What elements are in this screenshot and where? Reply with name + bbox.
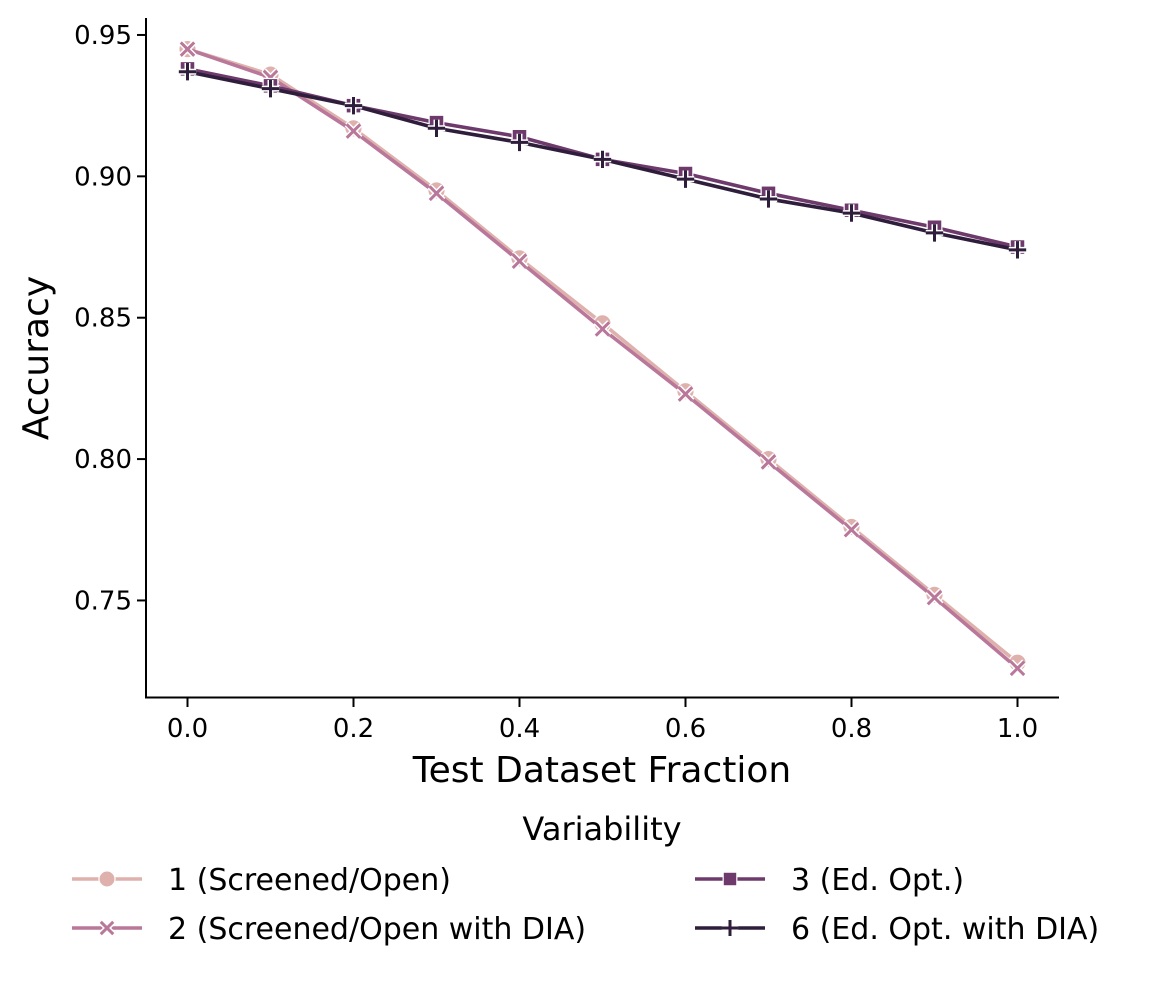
x-tick-label: 0.6 <box>665 714 706 744</box>
data-point <box>510 252 529 271</box>
data-point <box>178 63 197 81</box>
legend-marker <box>722 871 738 887</box>
data-point <box>925 224 944 242</box>
data-point <box>1008 241 1027 259</box>
marker-stroke <box>677 386 694 402</box>
legend-label: 6 (Ed. Opt. with DIA) <box>791 912 1099 947</box>
marker-stroke <box>427 119 446 137</box>
marker-stroke <box>345 123 362 139</box>
y-axis-label: Accuracy <box>16 276 57 440</box>
marker-stroke <box>926 589 943 606</box>
data-point <box>842 204 861 222</box>
data-point <box>593 150 612 169</box>
legend-marker <box>98 870 116 888</box>
legend-item-4: 6 (Ed. Opt. with DIA) <box>695 912 1099 947</box>
legend-item-2: 2 (Screened/Open with DIA) <box>72 912 586 947</box>
data-point <box>676 170 695 188</box>
plot-area: 0.75 0.80 0.85 0.90 0.95 0.0 0.2 0.4 0.6 0.8 1.0 <box>74 18 1059 744</box>
y-tick-label: 0.90 <box>74 162 132 192</box>
marker-stroke <box>593 150 612 169</box>
data-point <box>759 453 778 471</box>
marker-stroke <box>1008 241 1027 259</box>
legend-title: Variability <box>522 810 681 848</box>
data-point <box>510 133 529 152</box>
marker-stroke <box>178 63 197 81</box>
marker-stroke <box>1009 660 1026 677</box>
y-tick-label: 0.85 <box>74 304 132 334</box>
marker-stroke <box>842 204 861 222</box>
series-line <box>185 47 1020 665</box>
data-point <box>178 40 197 58</box>
marker-stroke <box>99 920 115 936</box>
legend-item-1: 1 (Screened/Open) <box>72 863 451 898</box>
x-tick-label: 0.0 <box>167 714 208 744</box>
series-2 <box>178 40 1027 678</box>
marker-stroke <box>511 253 528 269</box>
y-tick-label: 0.75 <box>74 586 132 616</box>
data-point <box>925 588 944 607</box>
series-line <box>185 47 1020 671</box>
data-point <box>842 520 861 539</box>
data-point <box>676 385 695 403</box>
y-tick-label: 0.80 <box>74 445 132 475</box>
x-axis-ticks: 0.0 0.2 0.4 0.6 0.8 1.0 <box>167 698 1038 744</box>
data-point <box>427 184 446 203</box>
marker-stroke <box>843 521 860 538</box>
marker-stroke <box>721 919 739 937</box>
data-point <box>593 320 612 338</box>
x-tick-label: 1.0 <box>997 714 1038 744</box>
data-point <box>1008 659 1027 678</box>
x-tick-label: 0.4 <box>499 714 540 744</box>
marker-stroke <box>179 41 196 57</box>
x-tick-label: 0.2 <box>333 714 374 744</box>
legend-item-3: 3 (Ed. Opt.) <box>695 863 964 898</box>
data-point <box>344 122 363 140</box>
marker-stroke <box>925 224 944 242</box>
y-axis-ticks: 0.75 0.80 0.85 0.90 0.95 <box>74 21 146 616</box>
series-1 <box>178 39 1027 672</box>
legend-label: 2 (Screened/Open with DIA) <box>168 912 586 947</box>
series-4 <box>178 63 1027 259</box>
marker-stroke <box>676 170 695 188</box>
marker-stroke <box>760 454 777 470</box>
x-axis-label: Test Dataset Fraction <box>412 750 791 791</box>
marker-stroke <box>759 190 778 208</box>
legend: Variability 1 (Screened/Open) 2 (Screened… <box>72 810 1099 947</box>
data-point <box>261 80 280 98</box>
y-tick-label: 0.95 <box>74 21 132 51</box>
legend-marker <box>98 919 116 937</box>
marker-stroke <box>261 80 280 98</box>
data-point <box>427 119 446 137</box>
legend-label: 3 (Ed. Opt.) <box>791 863 964 898</box>
x-tick-label: 0.8 <box>831 714 872 744</box>
marker-stroke <box>594 321 611 337</box>
marker-stroke <box>510 133 529 152</box>
marker-stroke <box>428 185 445 202</box>
data-point <box>759 190 778 208</box>
data-point <box>344 96 363 115</box>
legend-marker <box>721 919 739 937</box>
legend-items: 1 (Screened/Open) 2 (Screened/Open with D… <box>72 863 1099 947</box>
marker-stroke <box>344 96 363 115</box>
legend-label: 1 (Screened/Open) <box>168 863 451 898</box>
series-layer <box>178 39 1027 678</box>
